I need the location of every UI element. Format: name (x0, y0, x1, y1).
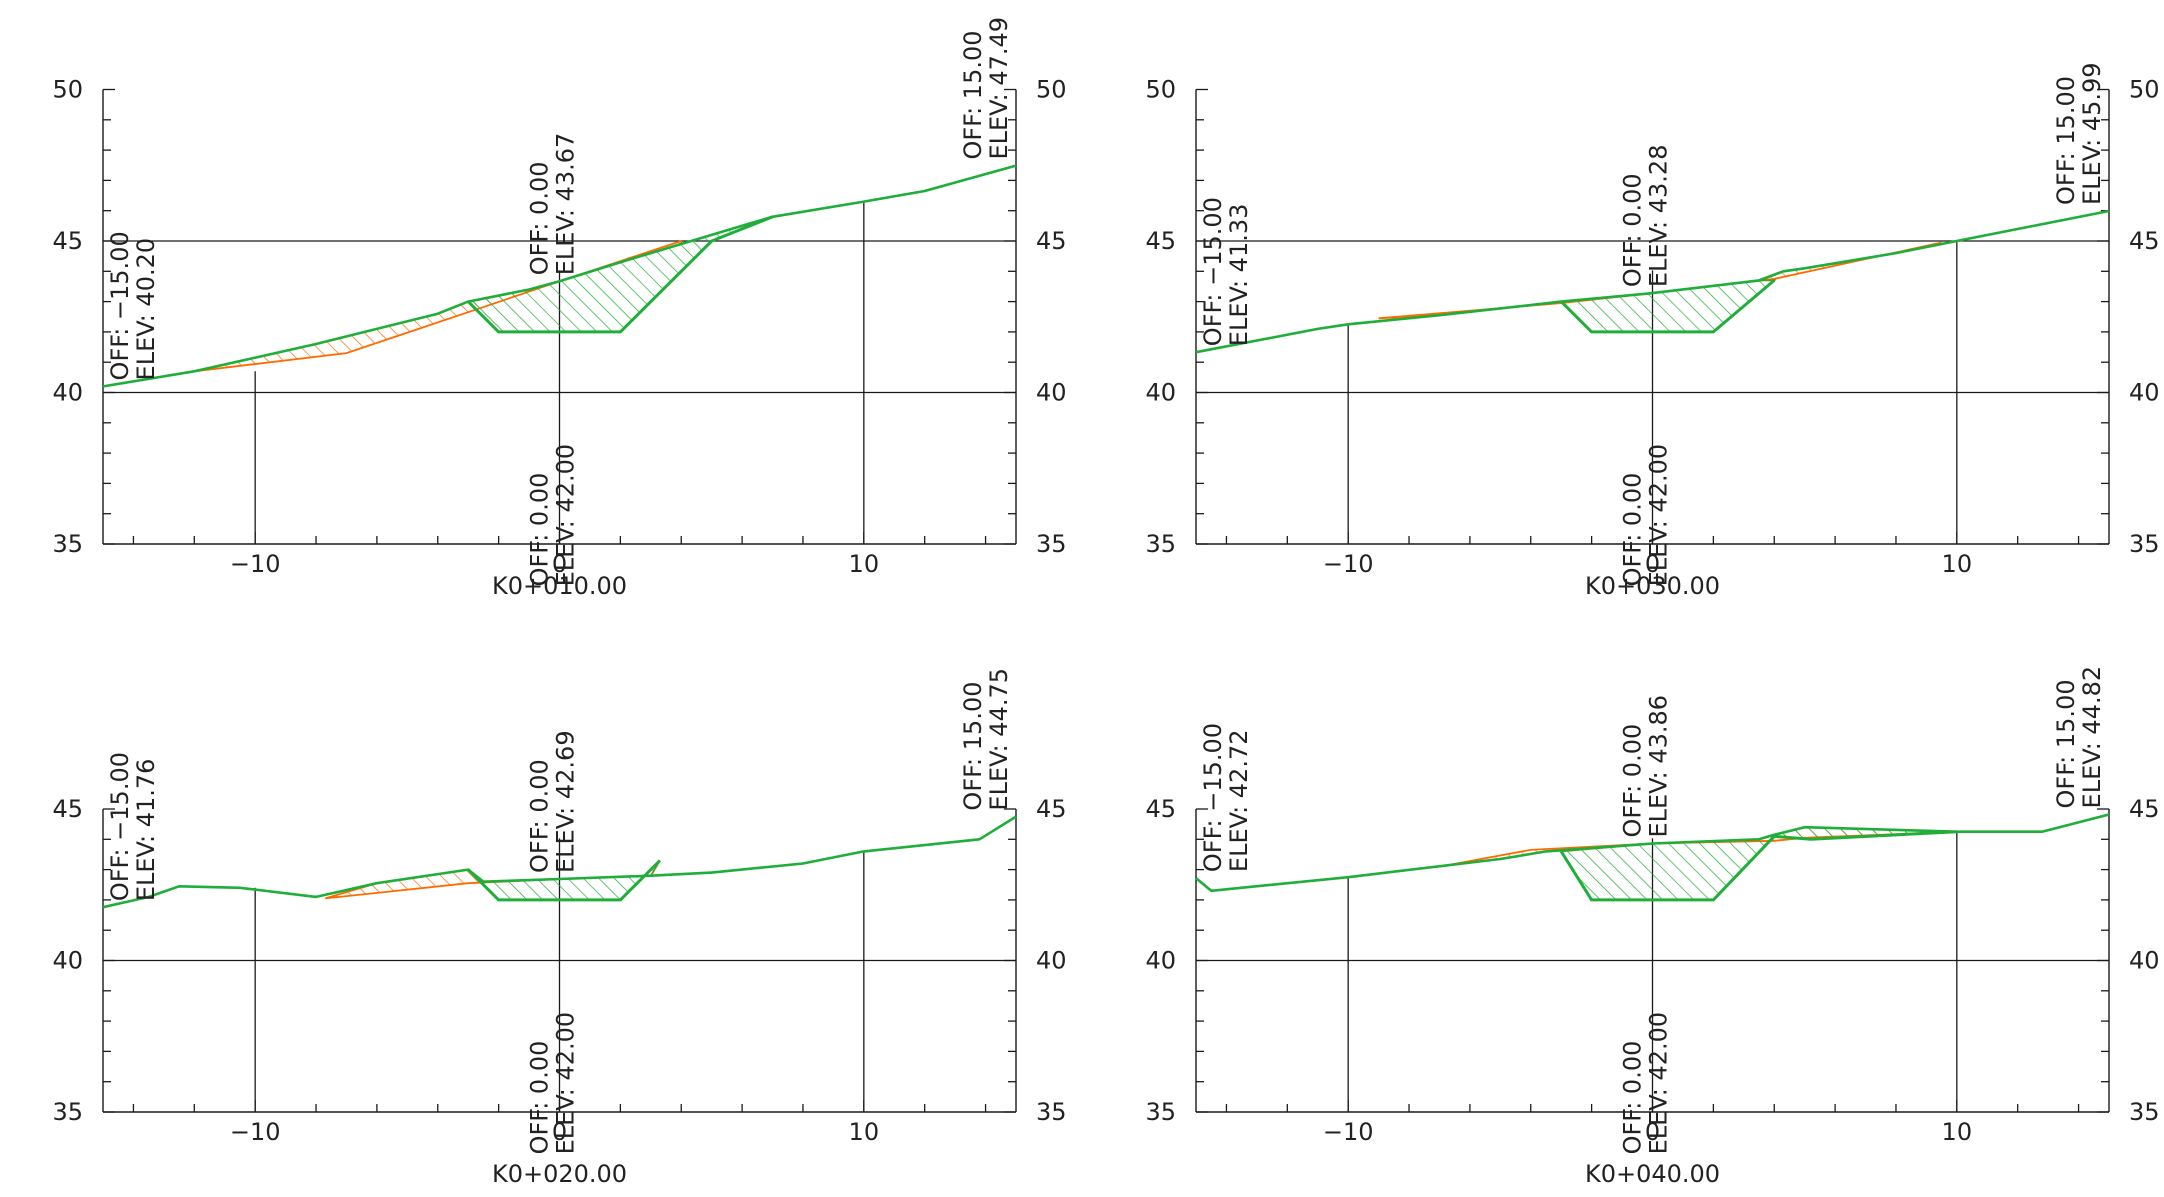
x-tick-label: −10 (1323, 550, 1374, 578)
design-template (1560, 279, 1776, 334)
x-tick-label: 10 (849, 550, 880, 578)
y-tick-label-right: 40 (2129, 947, 2160, 975)
left-label-off: OFF: −15.00 (106, 231, 134, 380)
left-label-elev: ELEV: 40.20 (132, 238, 160, 381)
y-tick-label-left: 40 (1145, 947, 1176, 975)
y-tick-label-right: 45 (2129, 795, 2160, 823)
left-label-elev: ELEV: 41.76 (132, 759, 160, 902)
y-tick-label-left: 45 (1145, 795, 1176, 823)
y-tick-label-left: 35 (52, 530, 83, 558)
x-tick-label: −10 (230, 1118, 281, 1146)
y-tick-label-right: 40 (2129, 379, 2160, 407)
y-tick-label-right: 35 (1036, 530, 1067, 558)
center-top-label-elev: ELEV: 42.69 (552, 730, 580, 873)
x-tick-label: 0 (1645, 550, 1660, 578)
section-K0+010.00: 35 35 40 40 45 45 50 50 −10 0 10 K0+010.00 OFF: −15.… (52, 17, 1066, 600)
x-tick-label: −10 (1323, 1118, 1374, 1146)
left-label-off: OFF: −15.00 (1199, 197, 1227, 346)
ground-line (102, 815, 1017, 909)
right-label-elev: ELEV: 44.82 (2078, 666, 2106, 809)
design-template (1559, 830, 1957, 902)
x-tick-label: 10 (1942, 550, 1973, 578)
y-tick-label-left: 45 (52, 227, 83, 255)
left-label-elev: ELEV: 42.72 (1225, 729, 1253, 872)
x-tick-label: 0 (552, 550, 567, 578)
center-bottom-label-elev: ELEV: 42.00 (552, 1012, 580, 1155)
center-top-label-off: OFF: 0.00 (1619, 724, 1647, 838)
right-label-off: OFF: 15.00 (2052, 679, 2080, 808)
ground-line (1195, 813, 2110, 893)
center-bottom-label-off: OFF: 0.00 (1619, 1041, 1647, 1155)
center-bottom-label-elev: ELEV: 42.00 (552, 444, 580, 587)
center-bottom-label-elev: ELEV: 42.00 (1645, 444, 1673, 587)
y-tick-label-left: 50 (1145, 76, 1176, 104)
y-tick-label-left: 40 (52, 947, 83, 975)
station-label: K0+030.00 (1585, 572, 1720, 600)
y-tick-label-right: 35 (2129, 1098, 2160, 1126)
center-bottom-label-elev: ELEV: 42.00 (1645, 1012, 1673, 1155)
center-top-label-off: OFF: 0.00 (526, 162, 554, 276)
x-tick-label: 0 (552, 1118, 567, 1146)
y-tick-label-left: 45 (52, 795, 83, 823)
station-label: K0+010.00 (492, 572, 627, 600)
center-top-label-elev: ELEV: 43.86 (1645, 695, 1673, 838)
y-tick-label-left: 35 (1145, 530, 1176, 558)
x-tick-label: −10 (230, 550, 281, 578)
x-tick-label: 0 (1645, 1118, 1660, 1146)
center-top-label-elev: ELEV: 43.28 (1645, 145, 1673, 288)
ground-line (1195, 209, 2110, 354)
right-label-off: OFF: 15.00 (959, 30, 987, 159)
right-label-elev: ELEV: 45.99 (2078, 62, 2106, 205)
y-tick-label-right: 50 (1036, 76, 1067, 104)
center-bottom-label-off: OFF: 0.00 (526, 473, 554, 587)
y-tick-label-right: 45 (1036, 227, 1067, 255)
center-top-label-off: OFF: 0.00 (526, 759, 554, 873)
center-bottom-label-off: OFF: 0.00 (1619, 473, 1647, 587)
y-tick-label-right: 40 (1036, 379, 1067, 407)
y-tick-label-right: 35 (1036, 1098, 1067, 1126)
station-label: K0+040.00 (1585, 1160, 1720, 1188)
y-tick-label-left: 40 (52, 379, 83, 407)
center-top-label-off: OFF: 0.00 (1619, 173, 1647, 287)
left-label-off: OFF: −15.00 (1199, 723, 1227, 872)
y-tick-label-left: 35 (1145, 1098, 1176, 1126)
y-tick-label-left: 35 (52, 1098, 83, 1126)
x-tick-label: 10 (849, 1118, 880, 1146)
y-tick-label-right: 45 (1036, 795, 1067, 823)
right-label-off: OFF: 15.00 (959, 682, 987, 811)
y-tick-label-right: 50 (2129, 76, 2160, 104)
design-template (467, 215, 774, 334)
ground-line (102, 164, 1017, 388)
y-tick-label-left: 40 (1145, 379, 1176, 407)
design-template (467, 859, 661, 902)
right-label-elev: ELEV: 47.49 (985, 17, 1013, 160)
y-tick-label-left: 45 (1145, 227, 1176, 255)
y-tick-label-right: 45 (2129, 227, 2160, 255)
center-top-label-elev: ELEV: 43.67 (552, 133, 580, 276)
left-label-elev: ELEV: 41.33 (1225, 204, 1253, 347)
x-tick-label: 10 (1942, 1118, 1973, 1146)
section-K0+030.00: 35 35 40 40 45 45 50 50 −10 0 10 K0+030.00 OFF: −15.… (1145, 62, 2159, 600)
y-tick-label-right: 35 (2129, 530, 2160, 558)
center-bottom-label-off: OFF: 0.00 (526, 1041, 554, 1155)
right-label-elev: ELEV: 44.75 (985, 668, 1013, 811)
station-label: K0+020.00 (492, 1160, 627, 1188)
y-tick-label-right: 40 (1036, 947, 1067, 975)
right-label-off: OFF: 15.00 (2052, 76, 2080, 205)
y-tick-label-left: 50 (52, 76, 83, 104)
left-label-off: OFF: −15.00 (106, 752, 134, 901)
